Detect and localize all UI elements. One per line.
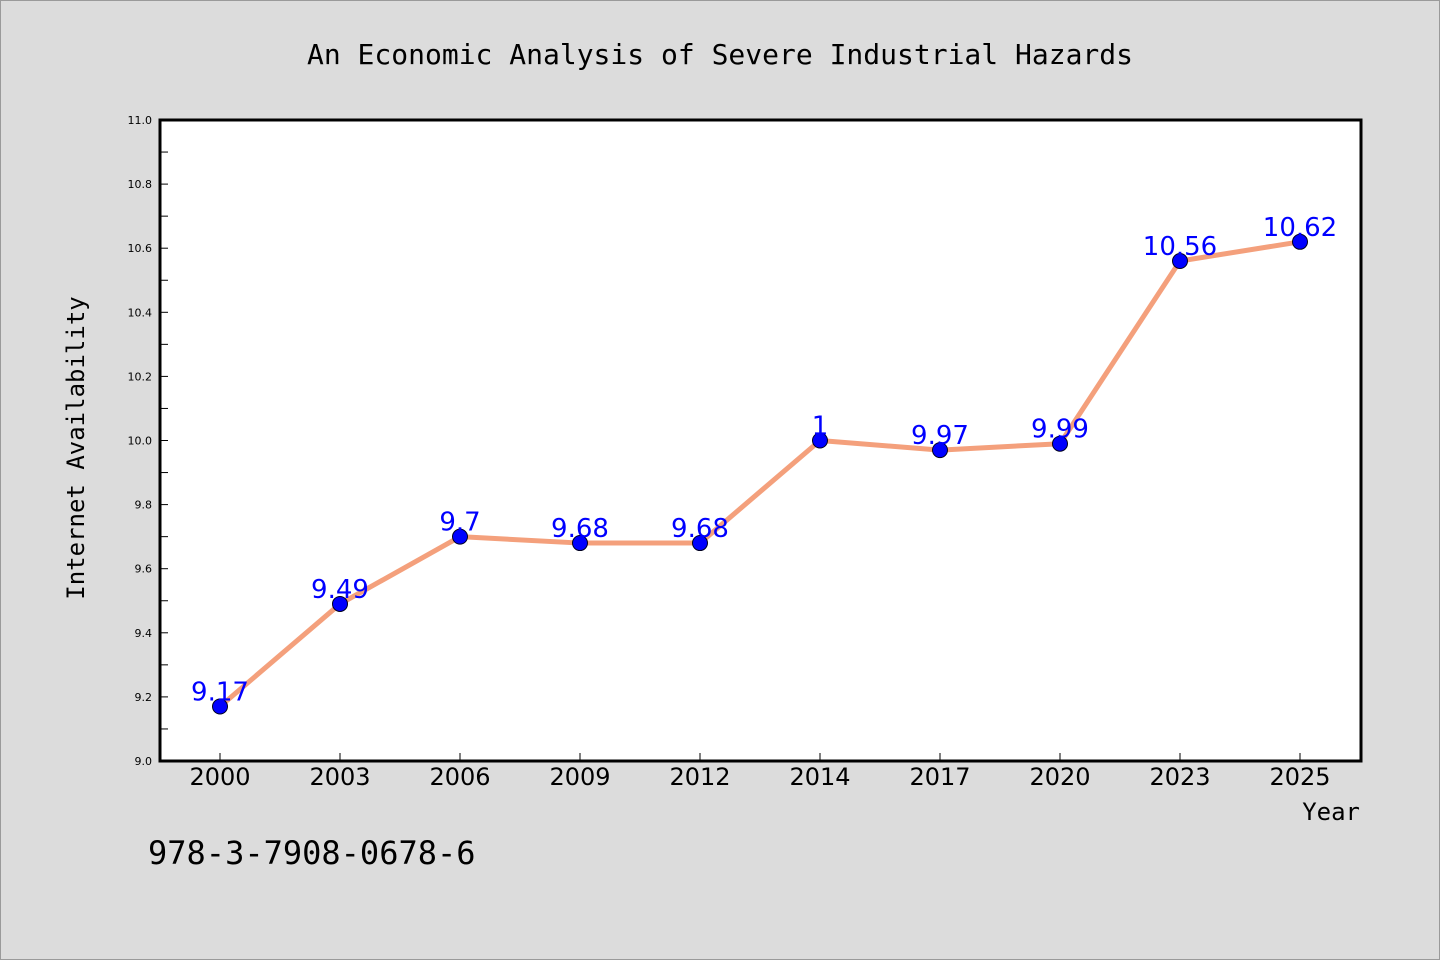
y-tick-label: 10.6 <box>128 242 153 255</box>
series-line <box>217 239 1303 710</box>
data-point <box>1172 253 1188 270</box>
x-tick-label: 2003 <box>309 763 370 791</box>
data-label: 9.49 <box>311 575 369 605</box>
x-tick-label: 2006 <box>429 763 490 791</box>
data-label: 9.7 <box>439 508 480 538</box>
x-axis: 2000 2003 2006 2009 2012 2014 2017 2020 2023 2025 <box>189 753 1331 791</box>
data-point <box>452 528 468 545</box>
data-point <box>572 535 588 552</box>
data-point <box>332 595 348 612</box>
x-tick-label: 2014 <box>789 763 850 791</box>
data-point <box>1052 435 1068 452</box>
plot-area <box>160 120 1361 761</box>
data-label: 9.99 <box>1031 415 1089 445</box>
y-tick-label: 9.8 <box>135 499 153 512</box>
y-axis: 9.0 9.2 9.4 9.6 9.8 10.0 10.2 10.4 10.6 10.8 11.0 <box>128 114 168 768</box>
x-tick-label: 2012 <box>669 763 730 791</box>
y-axis-label: Internet Availability <box>62 296 90 599</box>
data-label: 1 <box>812 412 829 442</box>
y-tick-label: 9.0 <box>135 755 153 768</box>
data-point <box>932 442 948 459</box>
data-point <box>692 535 708 552</box>
x-tick-label: 2025 <box>1269 763 1330 791</box>
y-tick-label: 9.4 <box>135 627 153 640</box>
data-point <box>1292 233 1308 250</box>
data-label: 10.56 <box>1143 232 1217 262</box>
isbn-text: 978-3-7908-0678-6 <box>148 834 476 872</box>
data-point <box>812 432 828 449</box>
data-label: 9.68 <box>551 514 609 544</box>
data-label: 10.62 <box>1263 213 1337 243</box>
x-axis-label: Year <box>1302 798 1360 826</box>
y-tick-label: 10.2 <box>128 370 153 383</box>
data-label: 9.17 <box>191 678 249 708</box>
y-tick-label: 10.4 <box>128 306 153 319</box>
data-labels: 9.17 9.49 9.7 9.68 9.68 1 9.97 9.99 10.56 10.62 <box>191 213 1337 708</box>
y-tick-label: 9.2 <box>135 691 153 704</box>
plot-border <box>158 118 1363 763</box>
data-label: 9.68 <box>671 514 729 544</box>
chart-title: An Economic Analysis of Severe Industria… <box>307 38 1133 71</box>
x-tick-label: 2023 <box>1149 763 1210 791</box>
x-tick-label: 2017 <box>909 763 970 791</box>
y-tick-label: 10.0 <box>128 435 153 448</box>
data-label: 9.97 <box>911 421 969 451</box>
y-tick-label: 9.6 <box>135 563 153 576</box>
y-tick-label: 11.0 <box>128 114 153 127</box>
data-point <box>212 698 228 715</box>
y-tick-label: 10.8 <box>128 178 153 191</box>
x-tick-label: 2009 <box>549 763 610 791</box>
series-markers <box>212 233 1308 715</box>
x-tick-label: 2000 <box>189 763 250 791</box>
x-tick-label: 2020 <box>1029 763 1090 791</box>
